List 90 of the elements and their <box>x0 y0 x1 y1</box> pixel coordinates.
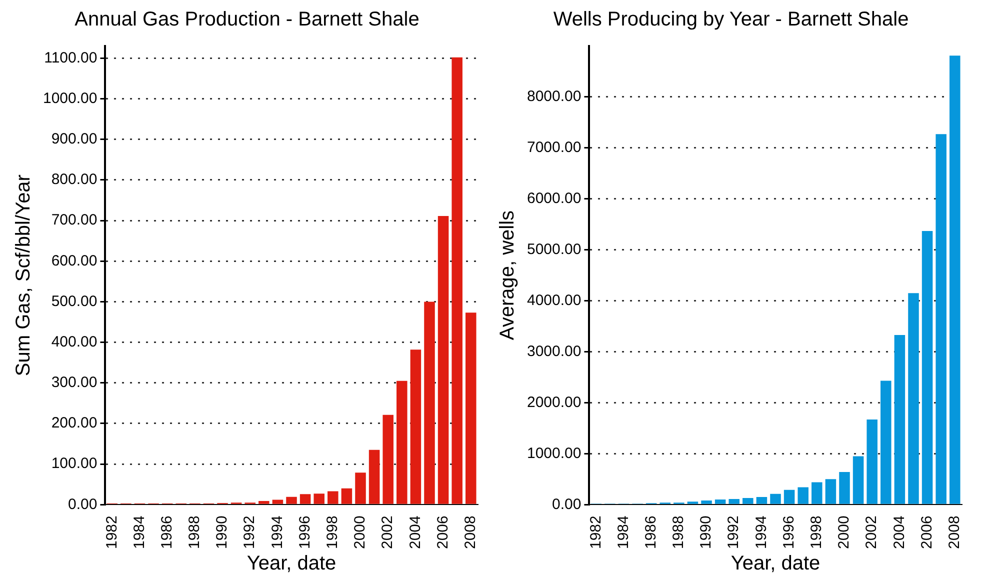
x-tick-label: 1986 <box>642 516 660 550</box>
bar <box>714 500 726 504</box>
x-tick-label: 1996 <box>780 516 798 550</box>
chart-title: Annual Gas Production - Barnett Shale <box>74 8 420 31</box>
x-tick-label: 1998 <box>808 516 826 550</box>
x-tick-label: 2004 <box>890 516 908 550</box>
bar <box>825 479 836 504</box>
y-tick-label: 600.00 <box>51 252 98 270</box>
x-tick-label: 2002 <box>379 516 396 550</box>
bar <box>272 500 284 504</box>
bar <box>300 494 311 504</box>
x-tick-label: 2008 <box>462 516 480 550</box>
bar <box>756 496 768 504</box>
y-tick-label: 0.00 <box>552 496 582 513</box>
y-tick-label: 1100.00 <box>44 49 98 66</box>
y-tick-label: 5000.00 <box>526 240 582 258</box>
x-tick-label: 1988 <box>670 516 688 550</box>
x-tick-label: 1990 <box>698 516 715 550</box>
x-tick-label: 2000 <box>836 516 853 550</box>
bar <box>438 216 449 504</box>
x-tick-label: 1988 <box>186 516 204 550</box>
x-tick-label: 1992 <box>241 516 258 550</box>
y-tick-label: 900.00 <box>51 130 98 148</box>
y-tick-label: 300.00 <box>51 374 98 392</box>
bar <box>770 494 781 504</box>
y-tick-label: 200.00 <box>51 414 98 432</box>
y-axis-title: Average, wells <box>496 210 519 340</box>
bar <box>314 494 324 504</box>
chart-title: Wells Producing by Year - Barnett Shale <box>553 8 909 31</box>
bar <box>410 350 422 504</box>
bar <box>894 334 906 504</box>
bar <box>452 57 462 504</box>
x-tick-label: 1994 <box>752 516 770 550</box>
x-tick-label: 1984 <box>614 516 632 550</box>
bar <box>784 490 795 504</box>
y-tick-label: 400.00 <box>51 333 98 350</box>
bar <box>701 500 712 504</box>
y-tick-label: 3000.00 <box>526 342 582 360</box>
x-tick-label: 1996 <box>296 516 314 550</box>
bar <box>368 450 380 504</box>
bar <box>728 499 740 504</box>
bar <box>936 134 946 504</box>
x-axis-title: Year, date <box>730 552 820 575</box>
bar <box>812 482 822 504</box>
x-tick-label: 1990 <box>214 516 231 550</box>
x-tick-label: 1994 <box>268 516 286 550</box>
x-tick-label: 1984 <box>130 516 148 550</box>
y-tick-label: 500.00 <box>51 292 98 310</box>
bar <box>341 488 352 504</box>
y-tick-label: 4000.00 <box>526 292 582 309</box>
x-tick-label: 2004 <box>406 516 424 550</box>
bar <box>382 414 394 504</box>
x-tick-label: 2008 <box>946 516 964 550</box>
y-tick-label: 6000.00 <box>526 190 582 208</box>
bar <box>286 496 297 504</box>
x-tick-label: 2002 <box>863 516 880 550</box>
x-tick-label: 1992 <box>725 516 742 550</box>
x-axis-title: Year, date <box>246 552 336 575</box>
x-tick-label: 1998 <box>324 516 342 550</box>
bar <box>950 56 960 504</box>
bar <box>258 500 270 504</box>
bar <box>328 491 338 504</box>
x-tick-label: 2006 <box>918 516 936 550</box>
y-tick-label: 1000.00 <box>42 90 98 107</box>
y-tick-label: 100.00 <box>51 455 98 472</box>
bar <box>798 487 808 504</box>
y-tick-label: 8000.00 <box>526 88 582 106</box>
bar <box>355 472 366 504</box>
x-tick-label: 2006 <box>434 516 452 550</box>
bar <box>424 302 435 504</box>
bar <box>908 293 919 504</box>
y-tick-label: 700.00 <box>51 212 98 229</box>
bar <box>742 498 754 504</box>
y-tick-label: 2000.00 <box>526 394 582 411</box>
bar <box>396 380 408 504</box>
x-tick-label: 1986 <box>158 516 176 550</box>
bar <box>866 420 878 504</box>
y-tick-label: 0.00 <box>68 496 98 513</box>
bar <box>466 312 476 504</box>
y-tick-label: 7000.00 <box>526 139 582 156</box>
x-tick-label: 2000 <box>352 516 369 550</box>
x-tick-label: 1982 <box>103 516 120 550</box>
y-tick-label: 1000.00 <box>526 444 582 462</box>
bar <box>880 380 892 504</box>
x-tick-label: 1982 <box>587 516 604 550</box>
bar <box>852 456 864 504</box>
y-tick-label: 800.00 <box>51 171 98 188</box>
y-axis-title: Sum Gas, Scf/bbl/Year <box>12 174 35 376</box>
bar <box>922 230 933 504</box>
bar <box>839 472 850 504</box>
